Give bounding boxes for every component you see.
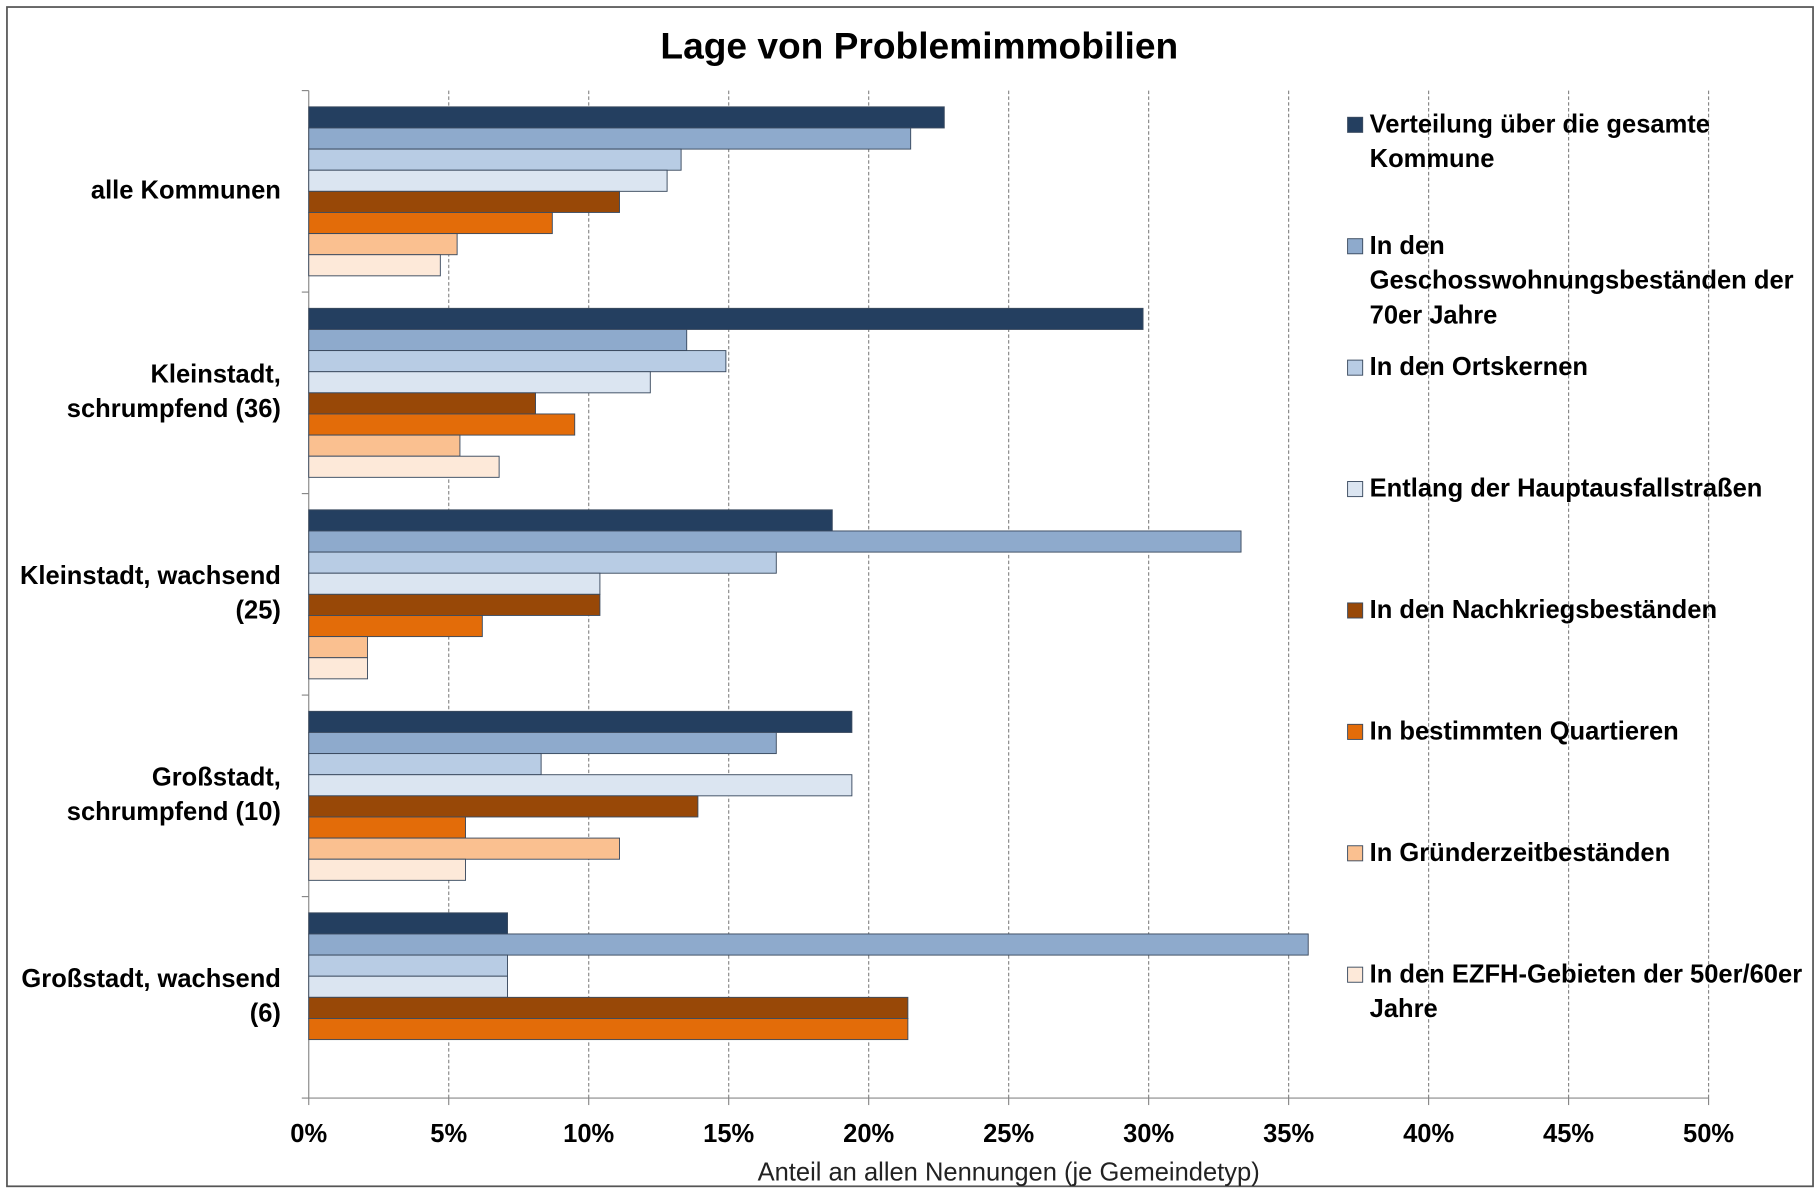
bar bbox=[308, 572, 601, 595]
x-tick-label: 10% bbox=[563, 1120, 614, 1148]
bar bbox=[308, 710, 853, 733]
bar bbox=[308, 328, 688, 352]
x-tick-label: 0% bbox=[290, 1120, 327, 1148]
bar bbox=[308, 148, 682, 171]
legend-label: In den EZFH-Gebieten der 50er/60er Jahre bbox=[1370, 960, 1803, 1023]
y-tick-label: Kleinstadt, wachsend (25) bbox=[20, 562, 281, 625]
x-tick-label: 30% bbox=[1123, 1120, 1174, 1148]
bar bbox=[308, 657, 369, 680]
bar bbox=[308, 434, 461, 457]
legend-label: In bestimmten Quartieren bbox=[1370, 717, 1679, 745]
bar bbox=[308, 551, 777, 574]
x-tick-label: 25% bbox=[983, 1120, 1034, 1148]
y-tick-label: Großstadt, wachsend (6) bbox=[21, 965, 280, 1028]
x-tick-label: 5% bbox=[430, 1120, 467, 1148]
bar bbox=[308, 509, 833, 532]
bar bbox=[308, 455, 500, 478]
bar bbox=[308, 106, 945, 129]
legend-swatch bbox=[1347, 238, 1364, 255]
chart-title: Lage von Problemimmobilien bbox=[660, 25, 1178, 67]
legend-swatch bbox=[1347, 481, 1364, 498]
legend-label: Verteilung über die gesamte Kommune bbox=[1370, 110, 1710, 173]
x-axis-title: Anteil an allen Nennungen (je Gemeindety… bbox=[758, 1158, 1260, 1186]
bar bbox=[308, 774, 853, 797]
x-tick-label: 15% bbox=[703, 1120, 754, 1148]
bar bbox=[308, 169, 668, 192]
legend-swatch bbox=[1347, 602, 1364, 619]
legend-label: Entlang der Hauptausfallstraßen bbox=[1370, 474, 1763, 502]
x-tick-label: 20% bbox=[843, 1120, 894, 1148]
x-tick-label: 45% bbox=[1543, 1120, 1594, 1148]
legend-swatch bbox=[1347, 723, 1364, 740]
bar bbox=[308, 1018, 909, 1041]
bar bbox=[308, 816, 466, 839]
bar bbox=[308, 593, 601, 616]
bar bbox=[308, 190, 620, 213]
legend-label: In den Geschosswohnungsbeständen der 70er … bbox=[1370, 232, 1794, 330]
bar bbox=[308, 933, 1309, 956]
y-tick-label: Großstadt, schrumpfend (10) bbox=[67, 763, 281, 826]
bar bbox=[308, 212, 553, 235]
bar bbox=[308, 795, 699, 818]
legend-label: In Gründerzeitbeständen bbox=[1370, 839, 1671, 867]
bar bbox=[308, 350, 727, 373]
x-tick-label: 50% bbox=[1683, 1120, 1734, 1148]
bar bbox=[308, 615, 483, 638]
legend-label: In den Nachkriegsbeständen bbox=[1370, 596, 1717, 624]
legend-swatch bbox=[1347, 966, 1364, 983]
bar bbox=[308, 753, 542, 776]
bar bbox=[308, 254, 441, 277]
bar bbox=[308, 392, 536, 415]
y-tick-label: alle Kommunen bbox=[91, 176, 281, 204]
bar bbox=[308, 732, 777, 755]
bar bbox=[308, 858, 466, 881]
x-tick-label: 35% bbox=[1263, 1120, 1314, 1148]
y-tick-label: Kleinstadt, schrumpfend (36) bbox=[67, 360, 281, 423]
bar bbox=[308, 530, 1242, 553]
bar bbox=[308, 912, 508, 935]
legend-swatch bbox=[1347, 116, 1364, 133]
bar bbox=[308, 636, 369, 659]
bar bbox=[308, 975, 508, 998]
bar bbox=[308, 127, 912, 150]
bar bbox=[308, 233, 458, 256]
legend-swatch bbox=[1347, 359, 1364, 376]
legend-label: In den Ortskernen bbox=[1370, 353, 1588, 381]
bar bbox=[308, 837, 620, 860]
bar bbox=[308, 307, 1144, 330]
bar bbox=[308, 954, 508, 977]
bar bbox=[308, 371, 651, 394]
x-tick-label: 40% bbox=[1403, 1120, 1454, 1148]
bar bbox=[308, 413, 576, 436]
chart-frame bbox=[6, 6, 1814, 1188]
bar bbox=[308, 996, 909, 1019]
legend-swatch bbox=[1347, 845, 1364, 862]
